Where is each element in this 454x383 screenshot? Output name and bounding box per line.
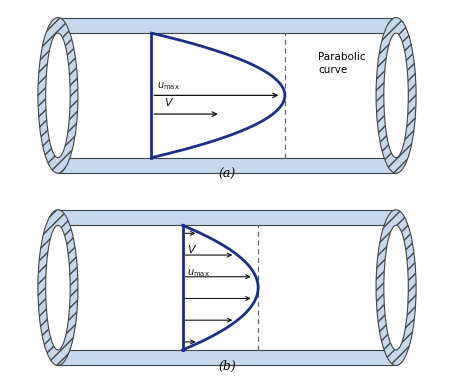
Text: (a): (a) (218, 168, 236, 181)
Ellipse shape (384, 225, 408, 350)
Text: $u_{\rm max}$: $u_{\rm max}$ (187, 267, 210, 279)
Ellipse shape (384, 33, 408, 158)
Polygon shape (58, 210, 396, 225)
Text: Parabolic
curve: Parabolic curve (318, 52, 366, 75)
Text: $u_{\rm max}$: $u_{\rm max}$ (157, 80, 179, 92)
Ellipse shape (38, 210, 78, 365)
Polygon shape (58, 158, 396, 173)
Text: $V$: $V$ (164, 97, 174, 108)
Ellipse shape (46, 225, 70, 350)
Ellipse shape (376, 18, 416, 173)
Ellipse shape (376, 210, 416, 365)
Ellipse shape (38, 210, 78, 365)
Polygon shape (58, 18, 396, 33)
Polygon shape (58, 350, 396, 365)
Ellipse shape (46, 33, 70, 158)
Text: $V$: $V$ (187, 243, 197, 255)
Ellipse shape (376, 210, 416, 365)
Ellipse shape (38, 18, 78, 173)
Ellipse shape (38, 18, 78, 173)
Text: (b): (b) (218, 360, 236, 373)
Ellipse shape (376, 18, 416, 173)
